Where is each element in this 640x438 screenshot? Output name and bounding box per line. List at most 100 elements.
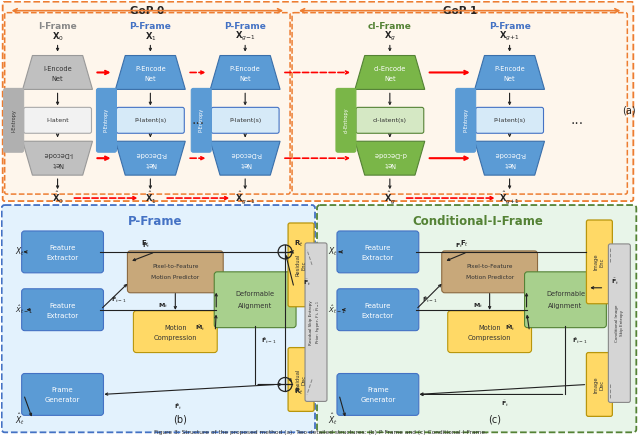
Text: $\mathbf{R}_t$: $\mathbf{R}_t$ — [294, 239, 304, 249]
Text: $\hat{\mathbf{F}}_t$: $\hat{\mathbf{F}}_t$ — [174, 401, 182, 412]
Text: Feature: Feature — [365, 245, 391, 251]
Text: Feature: Feature — [49, 303, 76, 309]
FancyBboxPatch shape — [448, 311, 532, 353]
FancyBboxPatch shape — [211, 107, 279, 133]
Text: Figure 3: Structure of the proposed method (a). Two detailed structures: (b) P-F: Figure 3: Structure of the proposed meth… — [154, 430, 486, 435]
Text: P-Frame: P-Frame — [128, 215, 182, 229]
Text: Extractor: Extractor — [47, 313, 79, 319]
FancyBboxPatch shape — [22, 231, 104, 273]
Text: Motion Predictor: Motion Predictor — [465, 276, 514, 280]
FancyBboxPatch shape — [356, 107, 424, 133]
Text: $\hat{\mathbf{F}}_{t-1}$: $\hat{\mathbf{F}}_{t-1}$ — [261, 335, 277, 346]
Text: Deformable: Deformable — [546, 291, 585, 297]
Text: Conditional-I-Frame: Conditional-I-Frame — [412, 215, 543, 229]
FancyBboxPatch shape — [337, 374, 419, 415]
Text: $\hat{X}_{t-1}$: $\hat{X}_{t-1}$ — [328, 304, 346, 316]
Text: P-Entropy: P-Entropy — [104, 108, 109, 132]
Text: P-Entropy: P-Entropy — [463, 108, 468, 132]
FancyBboxPatch shape — [476, 107, 543, 133]
Text: P-Encode: P-Encode — [135, 67, 166, 72]
Text: $\tilde{\mathbf{F}}_t$: $\tilde{\mathbf{F}}_t$ — [500, 399, 509, 410]
Text: Deformable: Deformable — [236, 291, 275, 297]
Text: Net: Net — [384, 161, 396, 167]
Text: Residual
Enc: Residual Enc — [296, 254, 307, 276]
Text: $\mathbf{X}_{0}$: $\mathbf{X}_{0}$ — [52, 30, 63, 43]
Text: cl-latent(s): cl-latent(s) — [373, 118, 407, 123]
Text: Residual Skip Entropy
Prior: hyper, $F_t$, $\hat{F}_{t-1}$: Residual Skip Entropy Prior: hyper, $F_t… — [309, 300, 323, 345]
Text: (a): (a) — [623, 106, 636, 115]
Text: Motion Predictor: Motion Predictor — [151, 276, 200, 280]
Text: $\hat{\mathbf{X}}_{g\!+\!1}$: $\hat{\mathbf{X}}_{g\!+\!1}$ — [499, 190, 520, 206]
Polygon shape — [210, 141, 280, 175]
Text: P-Encode: P-Encode — [494, 67, 525, 72]
FancyBboxPatch shape — [4, 88, 24, 152]
FancyBboxPatch shape — [127, 251, 223, 293]
Text: Frame: Frame — [367, 388, 388, 393]
Text: $\mathbf{X}_{1}$: $\mathbf{X}_{1}$ — [145, 30, 156, 43]
Text: I-latent: I-latent — [46, 118, 69, 123]
Text: GoP 0: GoP 0 — [131, 6, 164, 16]
Text: $\mathbf{M}_t$: $\mathbf{M}_t$ — [472, 301, 483, 310]
Text: $\hat{\mathbf{F}}_{t-1}$: $\hat{\mathbf{F}}_{t-1}$ — [422, 294, 438, 305]
FancyBboxPatch shape — [3, 2, 634, 201]
Text: P-Decode: P-Decode — [494, 151, 525, 157]
Text: Image
Dec: Image Dec — [594, 376, 605, 393]
Polygon shape — [210, 56, 280, 89]
Text: cl-Decode: cl-Decode — [373, 151, 406, 157]
Polygon shape — [22, 141, 93, 175]
Text: Compression: Compression — [468, 335, 511, 341]
Text: Net: Net — [239, 77, 251, 82]
Text: $X_t$: $X_t$ — [328, 246, 338, 258]
Text: P-Frame: P-Frame — [129, 22, 172, 31]
Text: Feature: Feature — [365, 303, 391, 309]
Text: $\hat{\mathbf{F}}_{t-1}$: $\hat{\mathbf{F}}_{t-1}$ — [111, 294, 126, 305]
Text: $\mathbf{X}_{g\!-\!1}$: $\mathbf{X}_{g\!-\!1}$ — [235, 30, 255, 43]
Text: Alignment: Alignment — [238, 303, 272, 309]
FancyBboxPatch shape — [116, 107, 184, 133]
Text: $\mathbf{M}_t$: $\mathbf{M}_t$ — [158, 301, 168, 310]
FancyBboxPatch shape — [337, 231, 419, 273]
Text: $\mathbf{F}_t$: $\mathbf{F}_t$ — [142, 241, 150, 251]
Text: Net: Net — [239, 161, 251, 167]
Text: P-latent(s): P-latent(s) — [493, 118, 525, 123]
Text: P-Decode: P-Decode — [134, 151, 166, 157]
Text: I-Frame: I-Frame — [38, 22, 77, 31]
FancyBboxPatch shape — [214, 272, 296, 328]
Text: Net: Net — [145, 77, 156, 82]
Polygon shape — [115, 56, 186, 89]
Polygon shape — [475, 56, 545, 89]
Text: Extractor: Extractor — [362, 255, 394, 261]
Text: $\hat{X}_{t-1}$: $\hat{X}_{t-1}$ — [15, 304, 33, 316]
Text: cl-Encode: cl-Encode — [374, 67, 406, 72]
FancyBboxPatch shape — [24, 107, 92, 133]
FancyBboxPatch shape — [305, 243, 327, 401]
Text: $X_t$: $X_t$ — [15, 246, 24, 258]
Text: GoP 1: GoP 1 — [443, 6, 477, 16]
FancyBboxPatch shape — [586, 353, 612, 417]
Text: P-latent(s): P-latent(s) — [229, 118, 261, 123]
Text: P-Decode: P-Decode — [229, 151, 261, 157]
Text: Net: Net — [504, 77, 515, 82]
Text: Net: Net — [504, 161, 515, 167]
Text: $\mathbf{X}_{g\!+\!1}$: $\mathbf{X}_{g\!+\!1}$ — [499, 30, 520, 43]
Text: $\mathbf{F}_t$: $\mathbf{F}_t$ — [460, 239, 469, 249]
FancyBboxPatch shape — [525, 272, 606, 328]
Text: Motion: Motion — [478, 325, 501, 331]
Text: P-latent(s): P-latent(s) — [134, 118, 166, 123]
Text: Residual
Dec: Residual Dec — [296, 368, 307, 391]
Text: Net: Net — [52, 77, 63, 82]
FancyBboxPatch shape — [442, 251, 538, 293]
Text: $\hat{\mathbf{X}}_{g}$: $\hat{\mathbf{X}}_{g}$ — [384, 190, 396, 206]
Text: I-Entropy: I-Entropy — [11, 109, 16, 132]
Text: $\mathbf{F}_t$: $\mathbf{F}_t$ — [141, 239, 150, 249]
FancyBboxPatch shape — [456, 88, 476, 152]
Text: I-Decode: I-Decode — [43, 151, 72, 157]
Text: Net: Net — [145, 161, 156, 167]
FancyBboxPatch shape — [609, 244, 630, 403]
Text: Pixel-to-Feature: Pixel-to-Feature — [467, 265, 513, 269]
FancyBboxPatch shape — [317, 205, 636, 432]
FancyBboxPatch shape — [288, 223, 314, 307]
FancyBboxPatch shape — [97, 88, 116, 152]
Text: Extractor: Extractor — [47, 255, 79, 261]
FancyBboxPatch shape — [337, 289, 419, 331]
